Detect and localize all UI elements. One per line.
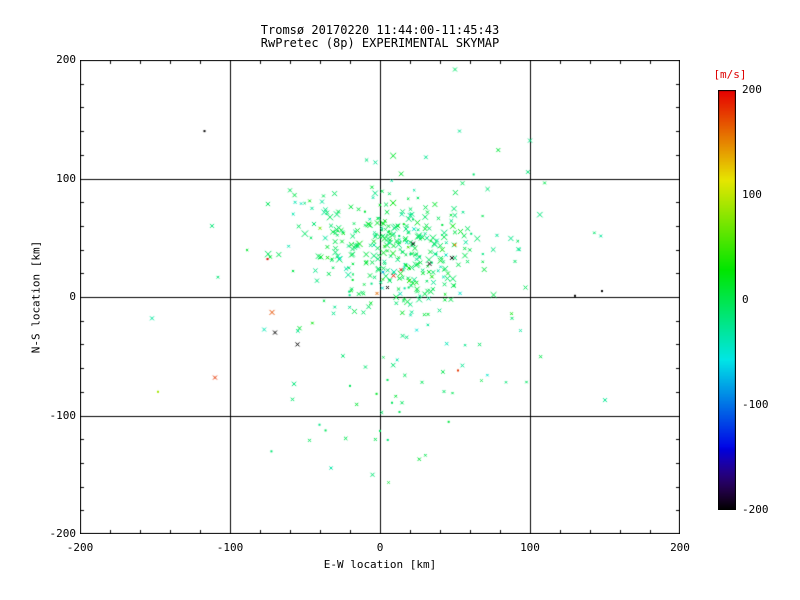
y-tick-label: -100 xyxy=(49,408,77,422)
colorbar-tick-label: -100 xyxy=(742,398,769,411)
colorbar-tick-label: 0 xyxy=(742,293,749,306)
x-tick-label: 0 xyxy=(376,541,384,554)
colorbar-tick-label: 200 xyxy=(742,83,762,96)
x-tick-label: -100 xyxy=(216,541,244,554)
plot-title: Tromsø 20170220 11:44:00-11:45:43 xyxy=(260,23,500,37)
colorbar-tick-label: 100 xyxy=(742,188,762,201)
skymap-canvas xyxy=(80,60,680,534)
x-axis-label: E-W location [km] xyxy=(323,558,437,571)
x-tick-label: 200 xyxy=(670,541,690,554)
plot-subtitle: RwPretec (8p) EXPERIMENTAL SKYMAP xyxy=(260,36,500,50)
y-tick-label: 100 xyxy=(56,171,76,185)
colorbar-canvas xyxy=(718,90,736,510)
y-tick-label: 200 xyxy=(56,53,76,66)
x-tick-label: -200 xyxy=(66,541,94,554)
x-tick-label: 100 xyxy=(520,541,540,554)
y-tick-label: 0 xyxy=(69,290,76,303)
colorbar-label: [m/s] xyxy=(713,68,747,81)
colorbar-tick-label: -200 xyxy=(742,503,769,516)
y-tick-label: -200 xyxy=(49,527,77,540)
